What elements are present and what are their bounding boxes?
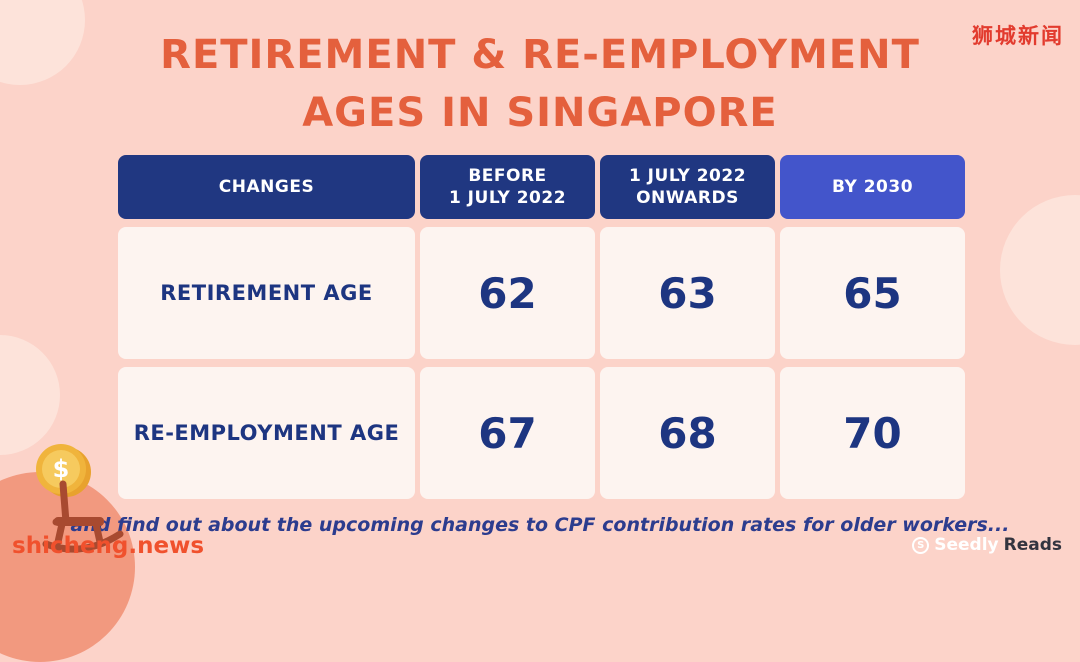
- coin-icon: $: [36, 444, 91, 497]
- cell-retirement-before: 62: [420, 227, 595, 359]
- table-header-before-1-july-2022: BEFORE 1 JULY 2022: [420, 155, 595, 219]
- seedly-reads-logo: S Seedly Reads: [912, 535, 1062, 555]
- row-label-retirement-age: RETIREMENT AGE: [118, 227, 415, 359]
- footer-note: and find out about the upcoming changes …: [70, 514, 1010, 536]
- ages-table: CHANGES BEFORE 1 JULY 2022 1 JULY 2022 O…: [118, 155, 965, 499]
- site-watermark: shicheng.news: [12, 533, 205, 559]
- rocking-chair-icon: [42, 480, 124, 553]
- table-header-by-2030: BY 2030: [780, 155, 965, 219]
- seedly-wordmark: Seedly: [934, 535, 999, 555]
- title-line1: RETIREMENT & RE-EMPLOYMENT: [160, 32, 920, 78]
- watermark-text: 狮城新闻: [972, 24, 1064, 48]
- cell-retirement-onwards: 63: [600, 227, 775, 359]
- cell-reemployment-before: 67: [420, 367, 595, 499]
- cell-retirement-by-2030: 65: [780, 227, 965, 359]
- svg-text:$: $: [53, 455, 70, 483]
- seedly-logo-icon: S: [912, 536, 930, 554]
- row-label-re-employment-age: RE-EMPLOYMENT AGE: [118, 367, 415, 499]
- cell-reemployment-by-2030: 70: [780, 367, 965, 499]
- page-title: RETIREMENT & RE-EMPLOYMENT AGES IN SINGA…: [0, 26, 1080, 142]
- title-line2: AGES IN SINGAPORE: [302, 90, 778, 136]
- decor-circle-left: [0, 335, 60, 455]
- table-header-1-july-2022-onwards: 1 JULY 2022 ONWARDS: [600, 155, 775, 219]
- reads-wordmark: Reads: [1003, 535, 1062, 555]
- decor-circle-right: [1000, 195, 1080, 345]
- cell-reemployment-onwards: 68: [600, 367, 775, 499]
- table-header-changes: CHANGES: [118, 155, 415, 219]
